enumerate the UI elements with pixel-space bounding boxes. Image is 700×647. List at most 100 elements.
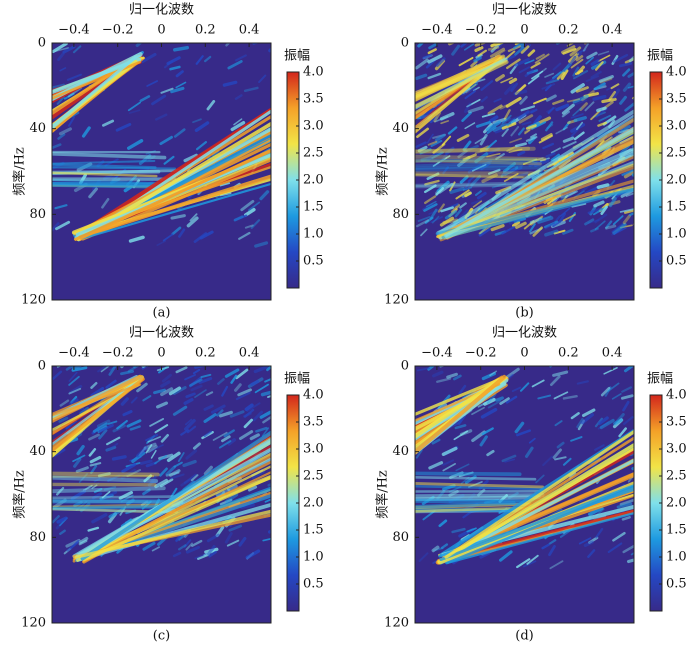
spectrum-streak (150, 449, 157, 459)
spectrum-streak (486, 153, 501, 158)
spectrum-streak (103, 485, 117, 491)
spectrum-streak (435, 187, 634, 236)
spectrum-streak (141, 52, 157, 64)
colorbar-tick-label: 3.5 (666, 415, 687, 430)
spectrum-streak (492, 123, 508, 132)
colorbar-tick-label: 1.5 (666, 523, 687, 538)
spectrum-streak (237, 388, 252, 397)
spectrum-streak (598, 114, 612, 122)
spectrum-streak (464, 180, 471, 190)
spectrum-streak (161, 373, 172, 383)
y-tick-label: 40 (392, 121, 409, 136)
spectrum-streak (531, 157, 544, 162)
spectrum-streak (105, 379, 117, 389)
spectrum-streak (535, 53, 545, 60)
spectrum-streak (180, 429, 190, 436)
spectrum-streak (487, 104, 503, 115)
spectrum-streak (545, 78, 560, 85)
x-tick-label: −0.4 (58, 23, 90, 38)
spectrum-streak (143, 474, 153, 483)
spectrum-streak (70, 489, 87, 501)
spectrum-streak (118, 491, 134, 500)
spectrum-streak (145, 444, 153, 454)
caption: (c) (153, 629, 170, 644)
spectrum-streak (503, 172, 519, 182)
x-tick-label: −0.2 (465, 346, 497, 361)
spectrum-streak (555, 126, 568, 135)
spectrum-streak (486, 120, 501, 132)
spectrum-streak (427, 72, 442, 80)
spectrum-streak (475, 121, 491, 128)
spectrum-streak (528, 159, 542, 167)
spectrum-streak (596, 106, 607, 113)
spectrum-streak (628, 211, 634, 217)
spectrum-streak (160, 433, 169, 443)
spectrum-streak (160, 387, 174, 397)
spectrum-streak (154, 454, 168, 465)
spectrum-streak (227, 484, 238, 492)
y-axis-label: 频率/Hz (12, 147, 28, 196)
spectrum-streak (147, 436, 162, 443)
x-tick-label: 0.2 (558, 23, 579, 38)
spectrum-streak (524, 446, 534, 458)
spectrum-streak (599, 136, 613, 146)
spectrum-streak (415, 174, 524, 179)
spectrum-streak (439, 216, 455, 227)
spectrum-streak (428, 461, 444, 470)
spectrum-streak (154, 424, 169, 434)
spectrum-streak (431, 151, 444, 160)
spectrum-streak (549, 161, 560, 167)
spectrum-streak (207, 545, 216, 556)
spectrum-streak (552, 448, 562, 459)
spectrum-streak (442, 462, 456, 472)
y-tick-label: 40 (29, 444, 46, 459)
spectrum-streak (487, 168, 501, 175)
spectrum-streak (52, 159, 156, 165)
spectrum-streak (415, 484, 544, 491)
spectrum-streak (191, 539, 203, 547)
spectrum-streak (575, 55, 584, 62)
spectrum-streak (451, 44, 461, 56)
spectrum-streak (501, 128, 509, 137)
spectrum-streak (438, 182, 454, 194)
x-tick-label: −0.4 (58, 346, 90, 361)
spectrum-streak (576, 49, 587, 55)
spectrum-streak (458, 384, 467, 395)
spectrum-streak (494, 49, 506, 57)
spectrum-streak (545, 94, 557, 102)
spectrum-streak (253, 366, 269, 374)
colorbar-tick-label: 4.0 (666, 388, 687, 403)
spectrum-streak (622, 214, 631, 225)
spectrum-streak (126, 419, 142, 428)
spectrum-streak (499, 397, 510, 405)
spectrum-streak (68, 116, 76, 127)
spectrum-streak (623, 415, 634, 426)
spectrum-streak (476, 191, 487, 200)
spectrum-streak (185, 545, 201, 554)
spectrum-streak (97, 472, 111, 478)
spectrum-streak (520, 105, 536, 112)
spectrum-streak (56, 95, 65, 105)
spectrum-streak (431, 545, 440, 553)
spectrum-streak (81, 182, 271, 240)
spectrum-streak (415, 378, 502, 439)
spectrum-streak (250, 219, 261, 229)
spectrum-streak (501, 226, 515, 235)
spectrum-streak (457, 414, 467, 425)
spectrum-streak (490, 43, 501, 53)
spectrum-streak (115, 122, 132, 132)
spectrum-streak (612, 88, 621, 99)
spectrum-streak (234, 94, 243, 100)
spectrum-streak (430, 139, 443, 147)
spectrum-streak (224, 532, 233, 544)
spectrum-streak (590, 70, 602, 79)
spectrum-streak (623, 366, 634, 373)
spectrum-streak (574, 69, 584, 76)
spectrum-streak (562, 120, 571, 131)
spectrum-streak (165, 471, 180, 477)
spectrum-streak (168, 469, 181, 477)
colorbar-tick-label: 2.0 (303, 173, 324, 188)
spectrum-streak (437, 203, 445, 213)
spectrum-streak (449, 181, 456, 192)
spectrum-streak (537, 67, 547, 76)
